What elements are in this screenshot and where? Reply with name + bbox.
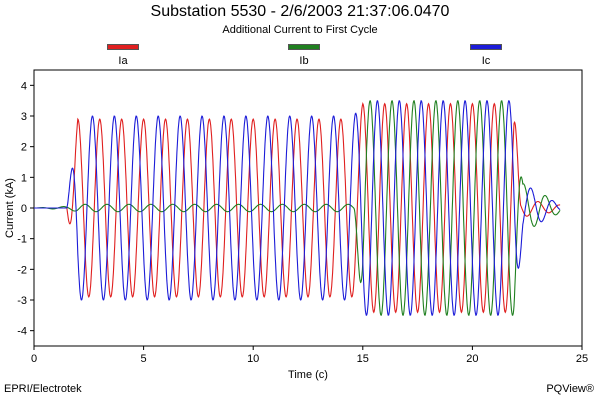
legend-label-ic: Ic [481, 55, 491, 67]
legend-label-ib: Ib [299, 55, 309, 67]
series-line-ia [34, 102, 561, 314]
x-tick-label: 10 [247, 353, 259, 365]
legend-label-ia: Ia [118, 55, 128, 67]
legend-item-ib: Ib [274, 44, 334, 67]
x-tick-label: 0 [31, 353, 37, 365]
x-tick-label: 25 [576, 353, 588, 365]
y-axis-label: Current (kA) [4, 178, 16, 238]
legend-swatch-ib [288, 44, 320, 50]
y-tick-label: 0 [21, 203, 27, 215]
legend-swatch-ic [470, 44, 502, 50]
legend-item-ia: Ia [93, 44, 153, 67]
chart-subtitle: Additional Current to First Cycle [222, 24, 378, 36]
y-tick-label: -2 [17, 264, 27, 276]
y-tick-label: -3 [17, 295, 27, 307]
y-tick-label: 2 [21, 142, 27, 154]
y-tick-label: 1 [21, 172, 27, 184]
legend-item-ic: Ic [456, 44, 516, 67]
footer-right-text: PQView® [546, 383, 594, 395]
y-tick-label: -1 [17, 234, 27, 246]
chart-title: Substation 5530 - 2/6/2003 21:37:06.0470 [150, 3, 450, 20]
series-layer [34, 100, 561, 316]
footer-left-text: EPRI/Electrotek [4, 383, 82, 395]
x-tick-label: 20 [466, 353, 478, 365]
series-line-ic [34, 100, 561, 316]
y-tick-label: -4 [17, 326, 27, 338]
x-tick-label: 5 [141, 353, 147, 365]
axis-layer: 0 5 10 15 20 25 -4 -3 -2 -1 0 1 2 3 4 [17, 80, 588, 365]
y-tick-label: 3 [21, 111, 27, 123]
legend-swatch-ia [107, 44, 139, 50]
y-tick-label: 4 [21, 80, 27, 92]
x-axis-label: Time (c) [288, 369, 328, 381]
x-tick-label: 15 [357, 353, 369, 365]
